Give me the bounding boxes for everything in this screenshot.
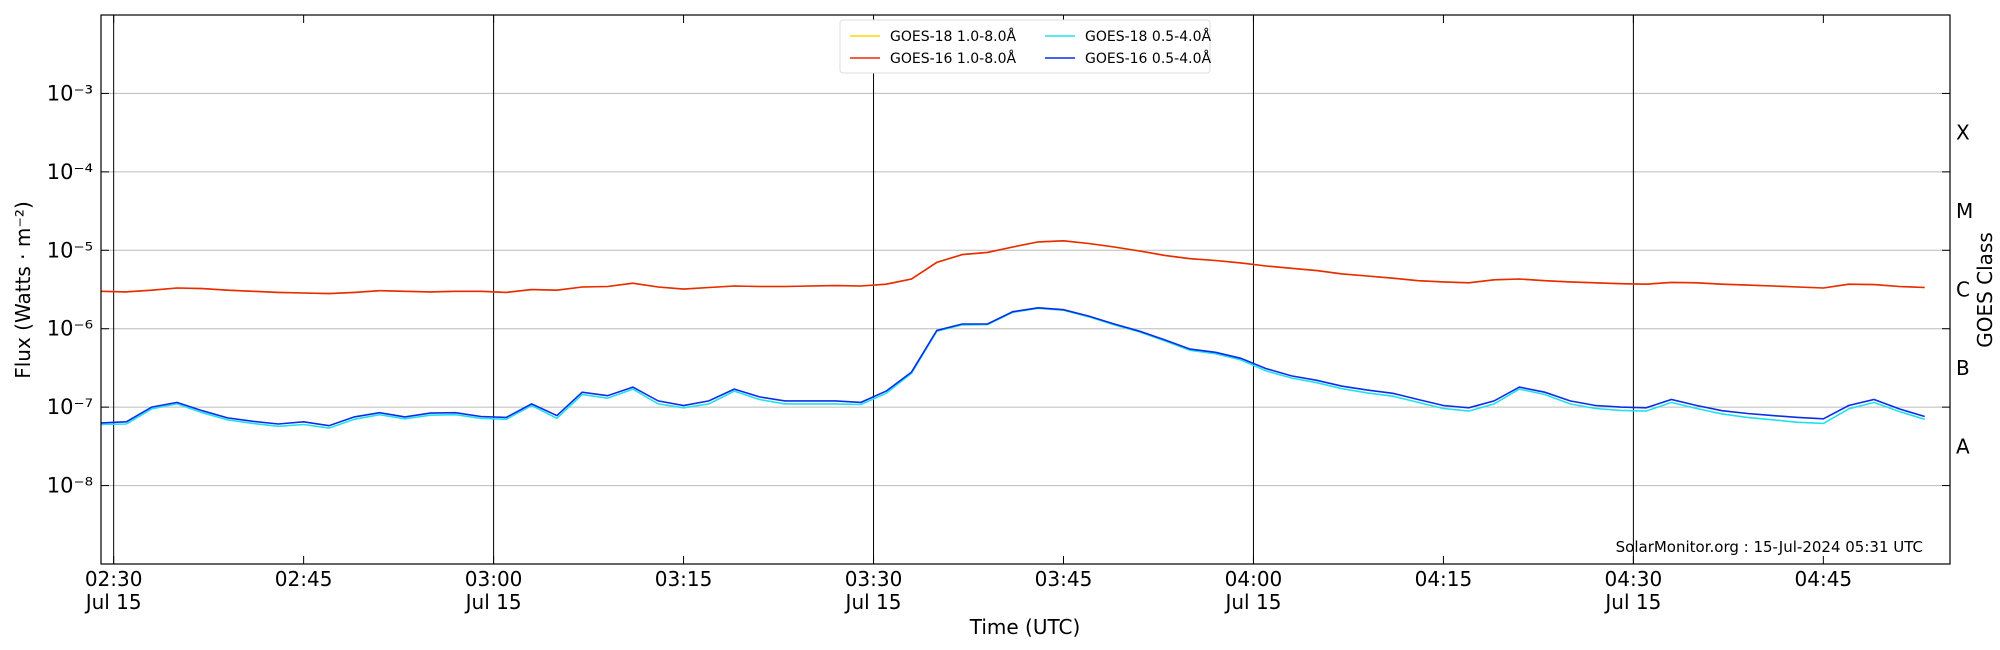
legend-label: GOES-18 0.5-4.0Å bbox=[1085, 28, 1211, 45]
x-tick-label: 04:45 bbox=[1794, 567, 1853, 591]
legend-box bbox=[839, 19, 1211, 74]
y-tick-label: 10⁻⁸ bbox=[47, 474, 93, 498]
x-tick-label: 04:30 Jul 15 bbox=[1604, 567, 1663, 614]
legend-label: GOES-18 1.0-8.0Å bbox=[890, 28, 1016, 45]
x-tick-label: 04:15 bbox=[1414, 567, 1473, 591]
series-line bbox=[100, 307, 1925, 429]
y-tick-label: 10⁻⁷ bbox=[47, 395, 93, 419]
x-tick-label: 02:30 Jul 15 bbox=[84, 567, 143, 614]
x-axis-label: Time (UTC) bbox=[969, 615, 1081, 639]
x-tick-label: 03:45 bbox=[1034, 567, 1093, 591]
annotation: SolarMonitor.org : 15-Jul-2024 05:31 UTC bbox=[1616, 538, 1923, 556]
x-tick-label: 03:00 Jul 15 bbox=[464, 567, 523, 614]
series-line bbox=[100, 306, 1925, 427]
x-tick-label: 03:15 bbox=[654, 567, 713, 591]
y2-tick-label: A bbox=[1956, 434, 1970, 458]
y-tick-label: 10⁻⁶ bbox=[47, 317, 93, 341]
y-tick-label: 10⁻⁴ bbox=[47, 160, 93, 184]
x-tick-label: 03:30 Jul 15 bbox=[844, 567, 903, 614]
x-tick-label: 02:45 bbox=[274, 567, 333, 591]
y2-tick-label: X bbox=[1956, 121, 1970, 145]
series-line bbox=[100, 239, 1925, 295]
y2-tick-label: M bbox=[1956, 199, 1973, 223]
y-axis-label: Flux (Watts · m⁻²) bbox=[11, 201, 35, 379]
x-tick-label: 04:00 Jul 15 bbox=[1224, 567, 1283, 614]
plot-frame bbox=[100, 14, 1951, 565]
series-line bbox=[100, 239, 1925, 295]
y2-tick-label: B bbox=[1956, 356, 1970, 380]
y2-axis-label: GOES Class bbox=[1973, 232, 1997, 348]
y2-tick-label: C bbox=[1956, 278, 1970, 302]
legend-label: GOES-16 0.5-4.0Å bbox=[1085, 50, 1211, 67]
y-tick-label: 10⁻⁵ bbox=[47, 238, 93, 262]
y-tick-label: 10⁻³ bbox=[47, 81, 93, 105]
legend: GOES-18 1.0-8.0Å GOES-16 1.0-8.0Å GOES-18 … bbox=[839, 19, 1211, 74]
legend-label: GOES-16 1.0-8.0Å bbox=[890, 50, 1016, 67]
